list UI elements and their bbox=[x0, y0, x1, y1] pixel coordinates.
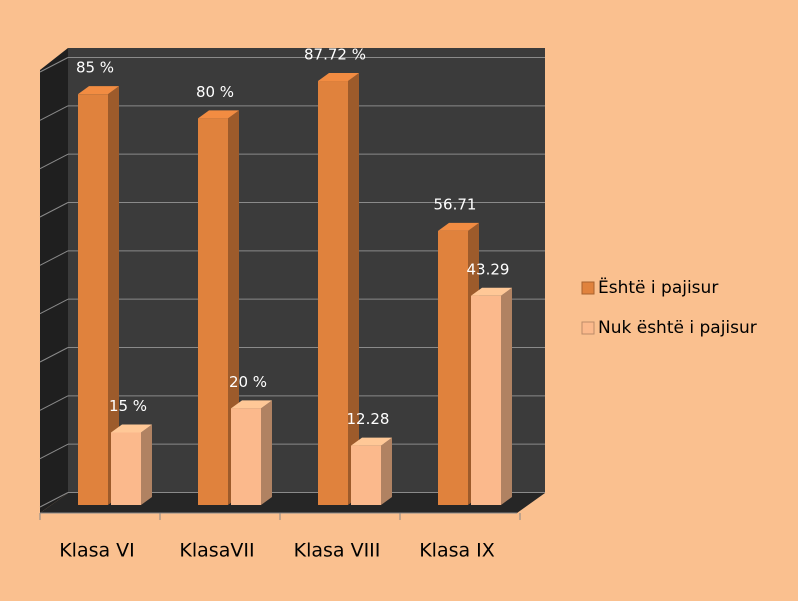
data-label: 20 % bbox=[229, 373, 267, 391]
x-tick-label: KlasaVII bbox=[179, 540, 254, 562]
data-label: 87.72 % bbox=[304, 46, 366, 64]
bar-top bbox=[231, 400, 272, 409]
bar bbox=[471, 295, 501, 505]
data-label: 15 % bbox=[109, 397, 147, 415]
bar-top bbox=[318, 73, 359, 82]
bar-side bbox=[348, 73, 359, 506]
floor bbox=[40, 493, 545, 513]
bar-side bbox=[108, 86, 119, 506]
grid-line bbox=[39, 153, 69, 170]
bar bbox=[438, 230, 468, 505]
data-label: 80 % bbox=[196, 83, 234, 101]
bar bbox=[318, 81, 348, 506]
side-wall bbox=[40, 48, 68, 513]
bar bbox=[351, 445, 381, 505]
bar-top bbox=[111, 424, 152, 433]
bar-side bbox=[501, 287, 512, 505]
back-wall bbox=[68, 48, 545, 493]
data-label: 12.28 bbox=[347, 410, 390, 428]
bar-top bbox=[438, 222, 479, 231]
grid-line bbox=[39, 443, 69, 460]
bar bbox=[198, 118, 228, 505]
bar-top bbox=[471, 287, 512, 296]
x-tick-label: Klasa IX bbox=[419, 540, 495, 562]
grid-line bbox=[39, 250, 69, 266]
legend-label: Është i pajisur bbox=[598, 277, 718, 298]
data-label: 56.71 bbox=[434, 195, 477, 213]
bar-side bbox=[381, 437, 392, 505]
bar bbox=[231, 408, 261, 505]
bar-side bbox=[141, 424, 152, 505]
bar-top bbox=[351, 437, 392, 446]
bar bbox=[111, 432, 141, 505]
x-tick-label: Klasa VI bbox=[59, 540, 135, 562]
bar-top bbox=[78, 86, 119, 95]
legend-swatch bbox=[581, 321, 595, 335]
bar-side bbox=[261, 400, 272, 505]
grid-line bbox=[39, 347, 69, 363]
grid-line bbox=[39, 492, 69, 508]
data-label: 43.29 bbox=[467, 260, 510, 278]
grid-line bbox=[39, 105, 69, 121]
grid-line bbox=[39, 298, 69, 315]
legend-label: Nuk është i pajisur bbox=[598, 318, 757, 338]
grid-line bbox=[39, 202, 69, 218]
grid-line bbox=[39, 57, 69, 73]
bar bbox=[78, 94, 108, 506]
grid-line bbox=[39, 395, 69, 411]
x-tick-label: Klasa VIII bbox=[294, 540, 381, 562]
bar-top bbox=[198, 110, 239, 119]
legend-swatch bbox=[581, 281, 595, 295]
data-label: 85 % bbox=[76, 59, 114, 77]
